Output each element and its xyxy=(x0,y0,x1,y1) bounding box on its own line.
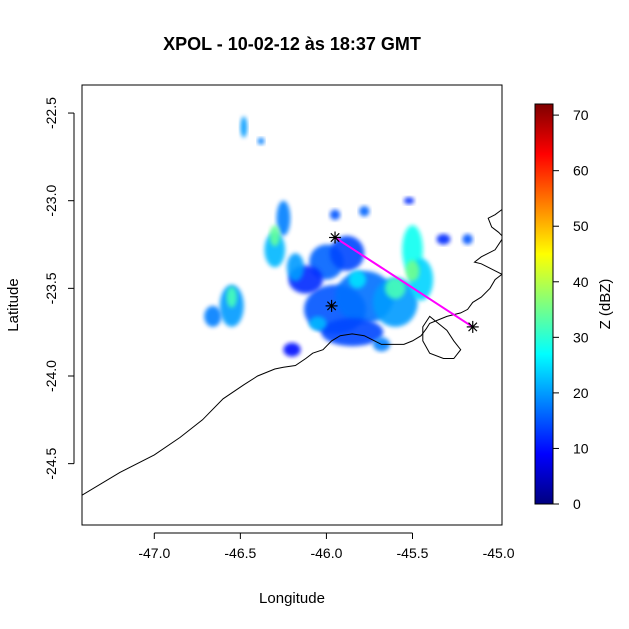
colorbar-tick-label: 70 xyxy=(573,107,589,123)
echo-cell xyxy=(264,232,286,268)
echo-cell xyxy=(286,253,305,282)
plot-area xyxy=(82,116,502,496)
colorbar: 0 10 20 30 40 50 60 70 Z (dBZ) xyxy=(534,103,614,512)
radar-marker xyxy=(329,231,342,244)
transect-line xyxy=(334,236,474,328)
echo-cell xyxy=(276,200,291,236)
radar-markers xyxy=(325,231,479,333)
echo-cell xyxy=(309,316,327,331)
echo-cell xyxy=(329,235,365,271)
y-tick-label: -22.5 xyxy=(43,97,59,129)
x-tick-label: -45.0 xyxy=(483,545,515,561)
radar-marker xyxy=(466,320,479,333)
colorbar-tick-label: 40 xyxy=(573,274,589,290)
echo-cell xyxy=(240,116,248,138)
colorbar-ticks: 0 10 20 30 40 50 60 70 xyxy=(553,107,589,512)
y-axis: -22.5 -23.0 -23.5 -24.0 -24.5 xyxy=(43,97,75,480)
island-outline xyxy=(422,315,462,359)
x-axis: -47.0 -46.5 -46.0 -45.5 -45.0 xyxy=(138,532,515,561)
echo-cell xyxy=(321,318,384,347)
colorbar-tick-label: 0 xyxy=(573,496,581,512)
echo-cell xyxy=(359,205,370,217)
x-axis-label: Longitude xyxy=(259,590,325,607)
x-tick-label: -45.5 xyxy=(397,545,429,561)
echo-cell xyxy=(348,270,367,289)
colorbar-tick-label: 60 xyxy=(573,163,589,179)
y-tick-label: -24.0 xyxy=(43,360,59,392)
x-tick-label: -46.0 xyxy=(310,545,342,561)
colorbar-tick-label: 30 xyxy=(573,329,589,345)
y-tick-label: -24.5 xyxy=(43,447,59,479)
colorbar-tick-label: 50 xyxy=(573,218,589,234)
coastline-north xyxy=(473,239,502,275)
x-tick-label: -46.5 xyxy=(224,545,256,561)
echo-cell xyxy=(405,260,420,282)
x-tick-label: -47.0 xyxy=(138,545,170,561)
echo-cell xyxy=(436,234,451,245)
coastline xyxy=(82,209,502,496)
echo-cell xyxy=(384,277,406,299)
echo-cell xyxy=(226,286,237,308)
reflectivity-echoes xyxy=(204,116,473,357)
echo-cell xyxy=(329,209,341,220)
colorbar-tick-label: 20 xyxy=(573,385,589,401)
chart-title: XPOL - 10-02-12 às 18:37 GMT xyxy=(163,34,421,54)
colorbar-gradient xyxy=(534,103,554,505)
echo-cell xyxy=(372,277,418,327)
colorbar-tick-label: 10 xyxy=(573,440,589,456)
echo-cell xyxy=(204,305,222,327)
y-tick-label: -23.5 xyxy=(43,272,59,304)
colorbar-label: Z (dBZ) xyxy=(597,279,614,330)
echo-cell xyxy=(257,137,265,145)
y-axis-label: Latitude xyxy=(5,278,22,331)
plot-frame xyxy=(81,84,503,526)
echo-cell xyxy=(403,197,415,205)
coastline-main xyxy=(82,273,502,496)
echo-cell xyxy=(269,225,280,247)
radar-marker xyxy=(325,299,338,312)
y-tick-label: -23.0 xyxy=(43,185,59,217)
coastline-northeast xyxy=(487,209,502,237)
echo-cell xyxy=(283,342,301,357)
echo-cell xyxy=(462,234,473,245)
